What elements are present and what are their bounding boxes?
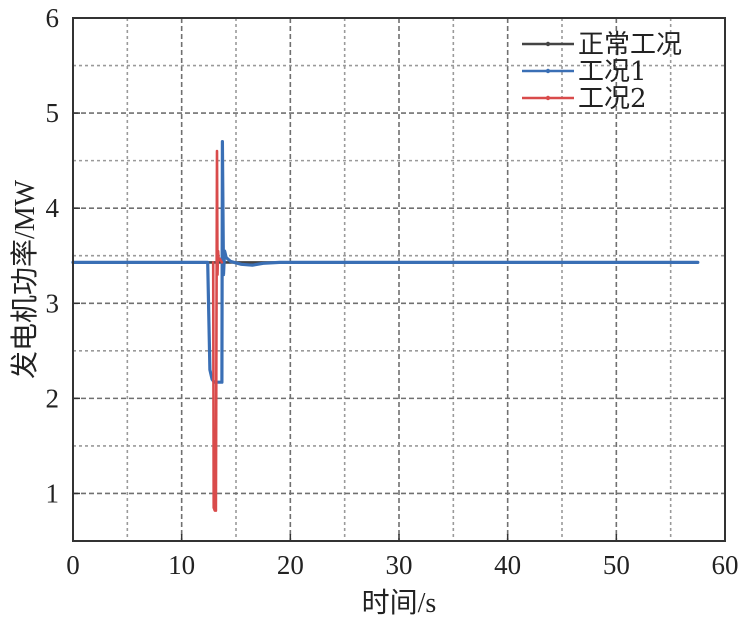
x-tick-label: 40 bbox=[494, 550, 521, 580]
y-tick-label: 2 bbox=[46, 383, 60, 413]
axis-ticks: 0 10 20 30 40 50 60 1 2 3 4 5 6 bbox=[46, 3, 739, 580]
y-tick-label: 4 bbox=[46, 193, 60, 223]
x-tick-label: 10 bbox=[168, 550, 195, 580]
series-layer bbox=[71, 140, 700, 512]
legend-marker-2 bbox=[545, 68, 551, 74]
legend-marker-3 bbox=[545, 95, 551, 101]
y-tick-label: 3 bbox=[46, 288, 60, 318]
grid bbox=[73, 18, 725, 541]
y-tick-label: 1 bbox=[46, 478, 60, 508]
legend-label-1: 正常工况 bbox=[578, 30, 682, 60]
x-axis-title: 时间/s bbox=[362, 587, 437, 619]
y-tick-label: 5 bbox=[46, 98, 60, 128]
series-line-2 bbox=[71, 140, 700, 384]
legend-marker-1 bbox=[545, 41, 551, 47]
y-axis-title: 发电机功率/MW bbox=[9, 179, 41, 379]
x-tick-label: 30 bbox=[386, 550, 413, 580]
legend-label-3: 工况2 bbox=[578, 84, 647, 114]
x-tick-label: 20 bbox=[277, 550, 304, 580]
legend-label-2: 工况1 bbox=[578, 57, 647, 87]
x-tick-label: 60 bbox=[712, 550, 739, 580]
y-tick-label: 6 bbox=[46, 3, 60, 33]
x-tick-label: 0 bbox=[66, 550, 80, 580]
x-tick-label: 50 bbox=[603, 550, 630, 580]
series-line-3 bbox=[211, 149, 224, 512]
